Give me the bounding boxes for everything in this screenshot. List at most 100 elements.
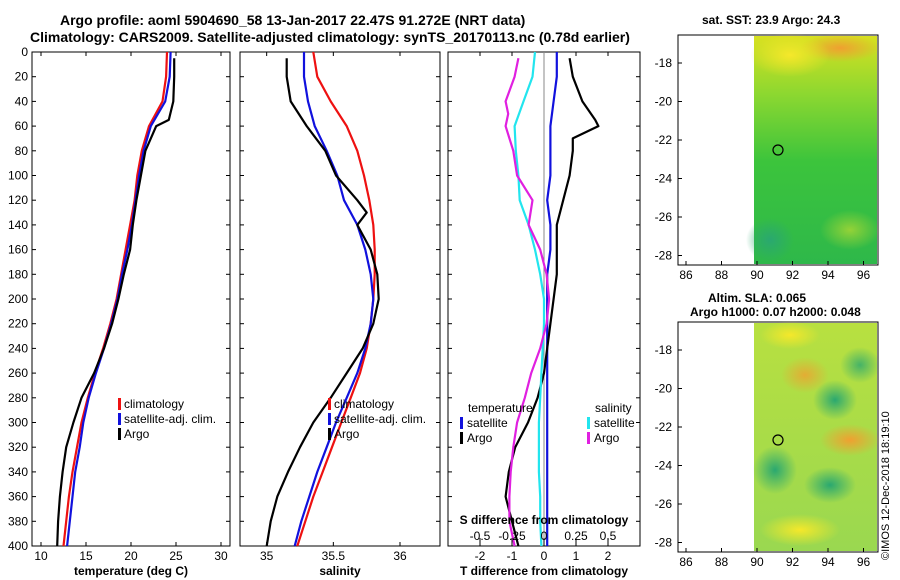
argo-location-marker-sla <box>772 434 784 446</box>
depth-tick-label: 180 <box>8 267 28 281</box>
sst-map-lon-label: 94 <box>821 268 835 282</box>
temperature-legend-swatch <box>118 428 121 440</box>
legend-sal-swatch <box>587 432 590 444</box>
sst-map-lon-label: 90 <box>750 268 764 282</box>
sla-map-lat-label: -28 <box>655 536 673 550</box>
depth-tick-label: 80 <box>15 144 29 158</box>
sst-map-lon-label: 96 <box>857 268 871 282</box>
s-tick-label: 0.5 <box>600 529 617 543</box>
depth-tick-label: 120 <box>8 193 28 207</box>
difference-x-tick-label: 0 <box>541 549 548 563</box>
sst-map-lon-label: 92 <box>786 268 800 282</box>
depth-tick-label: 40 <box>15 94 29 108</box>
sla-map-lat-label: -20 <box>655 382 673 396</box>
salinity-x-label: salinity <box>319 564 361 578</box>
salinity-x-tick-label: 36 <box>393 549 407 563</box>
legend-sal-label: satellite <box>594 416 635 430</box>
sst-map-lat-label: -28 <box>655 249 673 263</box>
sst-map-lat-label: -20 <box>655 95 673 109</box>
sst-map-lat-label: -24 <box>655 172 673 186</box>
legend-temp-swatch <box>460 417 463 429</box>
temperature-legend-swatch <box>118 413 121 425</box>
salinity-series-satellite-adj-clim- <box>293 52 375 547</box>
depth-tick-label: 200 <box>8 292 28 306</box>
argo-location-marker-sst <box>772 144 784 156</box>
s-tick-label: -0.5 <box>470 529 491 543</box>
sla-map-lon-label: 94 <box>821 555 835 569</box>
depth-tick-label: 280 <box>8 391 28 405</box>
salinity-x-tick-label: 35 <box>260 549 274 563</box>
depth-tick-label: 100 <box>8 169 28 183</box>
temperature-legend-label: Argo <box>124 427 150 441</box>
sla-map-lon-label: 86 <box>679 555 693 569</box>
difference-x-tick-label: 1 <box>573 549 580 563</box>
figure-title-line2: Climatology: CARS2009. Satellite-adjuste… <box>30 29 630 45</box>
temperature-legend-swatch <box>118 398 121 410</box>
difference-x-tick-label: -2 <box>475 549 486 563</box>
chart-temperature: 0 20 40 60 80 100 120 140 160 180 200 220 240 260 280 3… <box>8 45 231 578</box>
depth-tick-label: 220 <box>8 317 28 331</box>
temperature-x-tick-label: 30 <box>214 549 228 563</box>
temperature-series-argo <box>56 58 176 547</box>
sla-title: Altim. SLA: 0.065 <box>708 291 807 305</box>
temperature-x-label: temperature (deg C) <box>74 564 188 578</box>
temperature-x-tick-label: 10 <box>34 549 48 563</box>
sst-map-lat-label: -26 <box>655 210 673 224</box>
temperature-legend-label: satellite-adj. clim. <box>124 412 216 426</box>
sst-title: sat. SST: 23.9 Argo: 24.3 <box>702 13 841 27</box>
legend-temp-label: Argo <box>467 431 493 445</box>
depth-tick-label: 60 <box>15 119 29 133</box>
sla-map-lat-label: -18 <box>655 343 673 357</box>
difference-series-salinity-satellite <box>513 51 546 547</box>
difference-x-tick-label: 2 <box>605 549 612 563</box>
depth-tick-label: 400 <box>8 539 28 553</box>
difference-x-label: T difference from climatology <box>460 564 628 578</box>
difference-series-temperature-satellite <box>546 52 558 546</box>
s-tick-label: 0 <box>541 529 548 543</box>
depth-tick-label: 20 <box>15 70 29 84</box>
sla-map-lon-label: 90 <box>750 555 764 569</box>
sla-map-lat-label: -22 <box>655 420 673 434</box>
salinity-x-tick-label: 35.5 <box>322 549 346 563</box>
salinity-legend-label: climatology <box>334 397 394 411</box>
s-tick-label: 0.25 <box>564 529 588 543</box>
difference-series-salinity-argo <box>504 57 551 547</box>
temperature-axes-frame <box>31 51 231 547</box>
salinity-legend-swatch <box>328 398 331 410</box>
sst-map-lon-label: 88 <box>715 268 729 282</box>
sla-map-panel <box>677 321 880 553</box>
salinity-axes-frame <box>239 51 441 547</box>
temperature-x-tick-label: 15 <box>79 549 93 563</box>
temperature-legend-label: climatology <box>124 397 184 411</box>
sst-map-lat-label: -22 <box>655 133 673 147</box>
depth-tick-label: 320 <box>8 440 28 454</box>
depth-tick-label: 160 <box>8 243 28 257</box>
legend-temp-label: satellite <box>467 416 508 430</box>
sst-map-lon-label: 86 <box>679 268 693 282</box>
chart-salinity: 35 35.5 36 salinity climatologysatellite-adj… <box>239 51 441 578</box>
sla-map-lat-label: -24 <box>655 459 673 473</box>
imos-credit: ©IMOS 12-Dec-2018 18:19:10 <box>880 411 892 560</box>
figure-title-line1: Argo profile: aoml 5904690_58 13-Jan-201… <box>60 12 526 28</box>
depth-tick-label: 240 <box>8 341 28 355</box>
depth-tick-label: 140 <box>8 218 28 232</box>
legend-temperature-title: temperature <box>468 401 533 415</box>
depth-tick-label: 340 <box>8 465 28 479</box>
depth-tick-label: 0 <box>21 45 28 59</box>
sla-map-lat-label: -26 <box>655 497 673 511</box>
legend-salinity-title: salinity <box>595 401 632 415</box>
temperature-x-tick-label: 20 <box>124 549 138 563</box>
sla-map-lon-label: 88 <box>715 555 729 569</box>
depth-tick-label: 260 <box>8 366 28 380</box>
temperature-x-tick-label: 25 <box>169 549 183 563</box>
sla-map-lon-label: 96 <box>857 555 871 569</box>
legend-sal-label: Argo <box>594 431 620 445</box>
difference-x-tick-label: -1 <box>507 549 518 563</box>
legend-temp-swatch <box>460 432 463 444</box>
sla-argo-title: Argo h1000: 0.07 h2000: 0.048 <box>690 305 861 319</box>
salinity-series-argo <box>265 58 380 547</box>
salinity-legend-swatch <box>328 428 331 440</box>
sst-map-panel <box>677 33 880 266</box>
legend-sal-swatch <box>587 417 590 429</box>
